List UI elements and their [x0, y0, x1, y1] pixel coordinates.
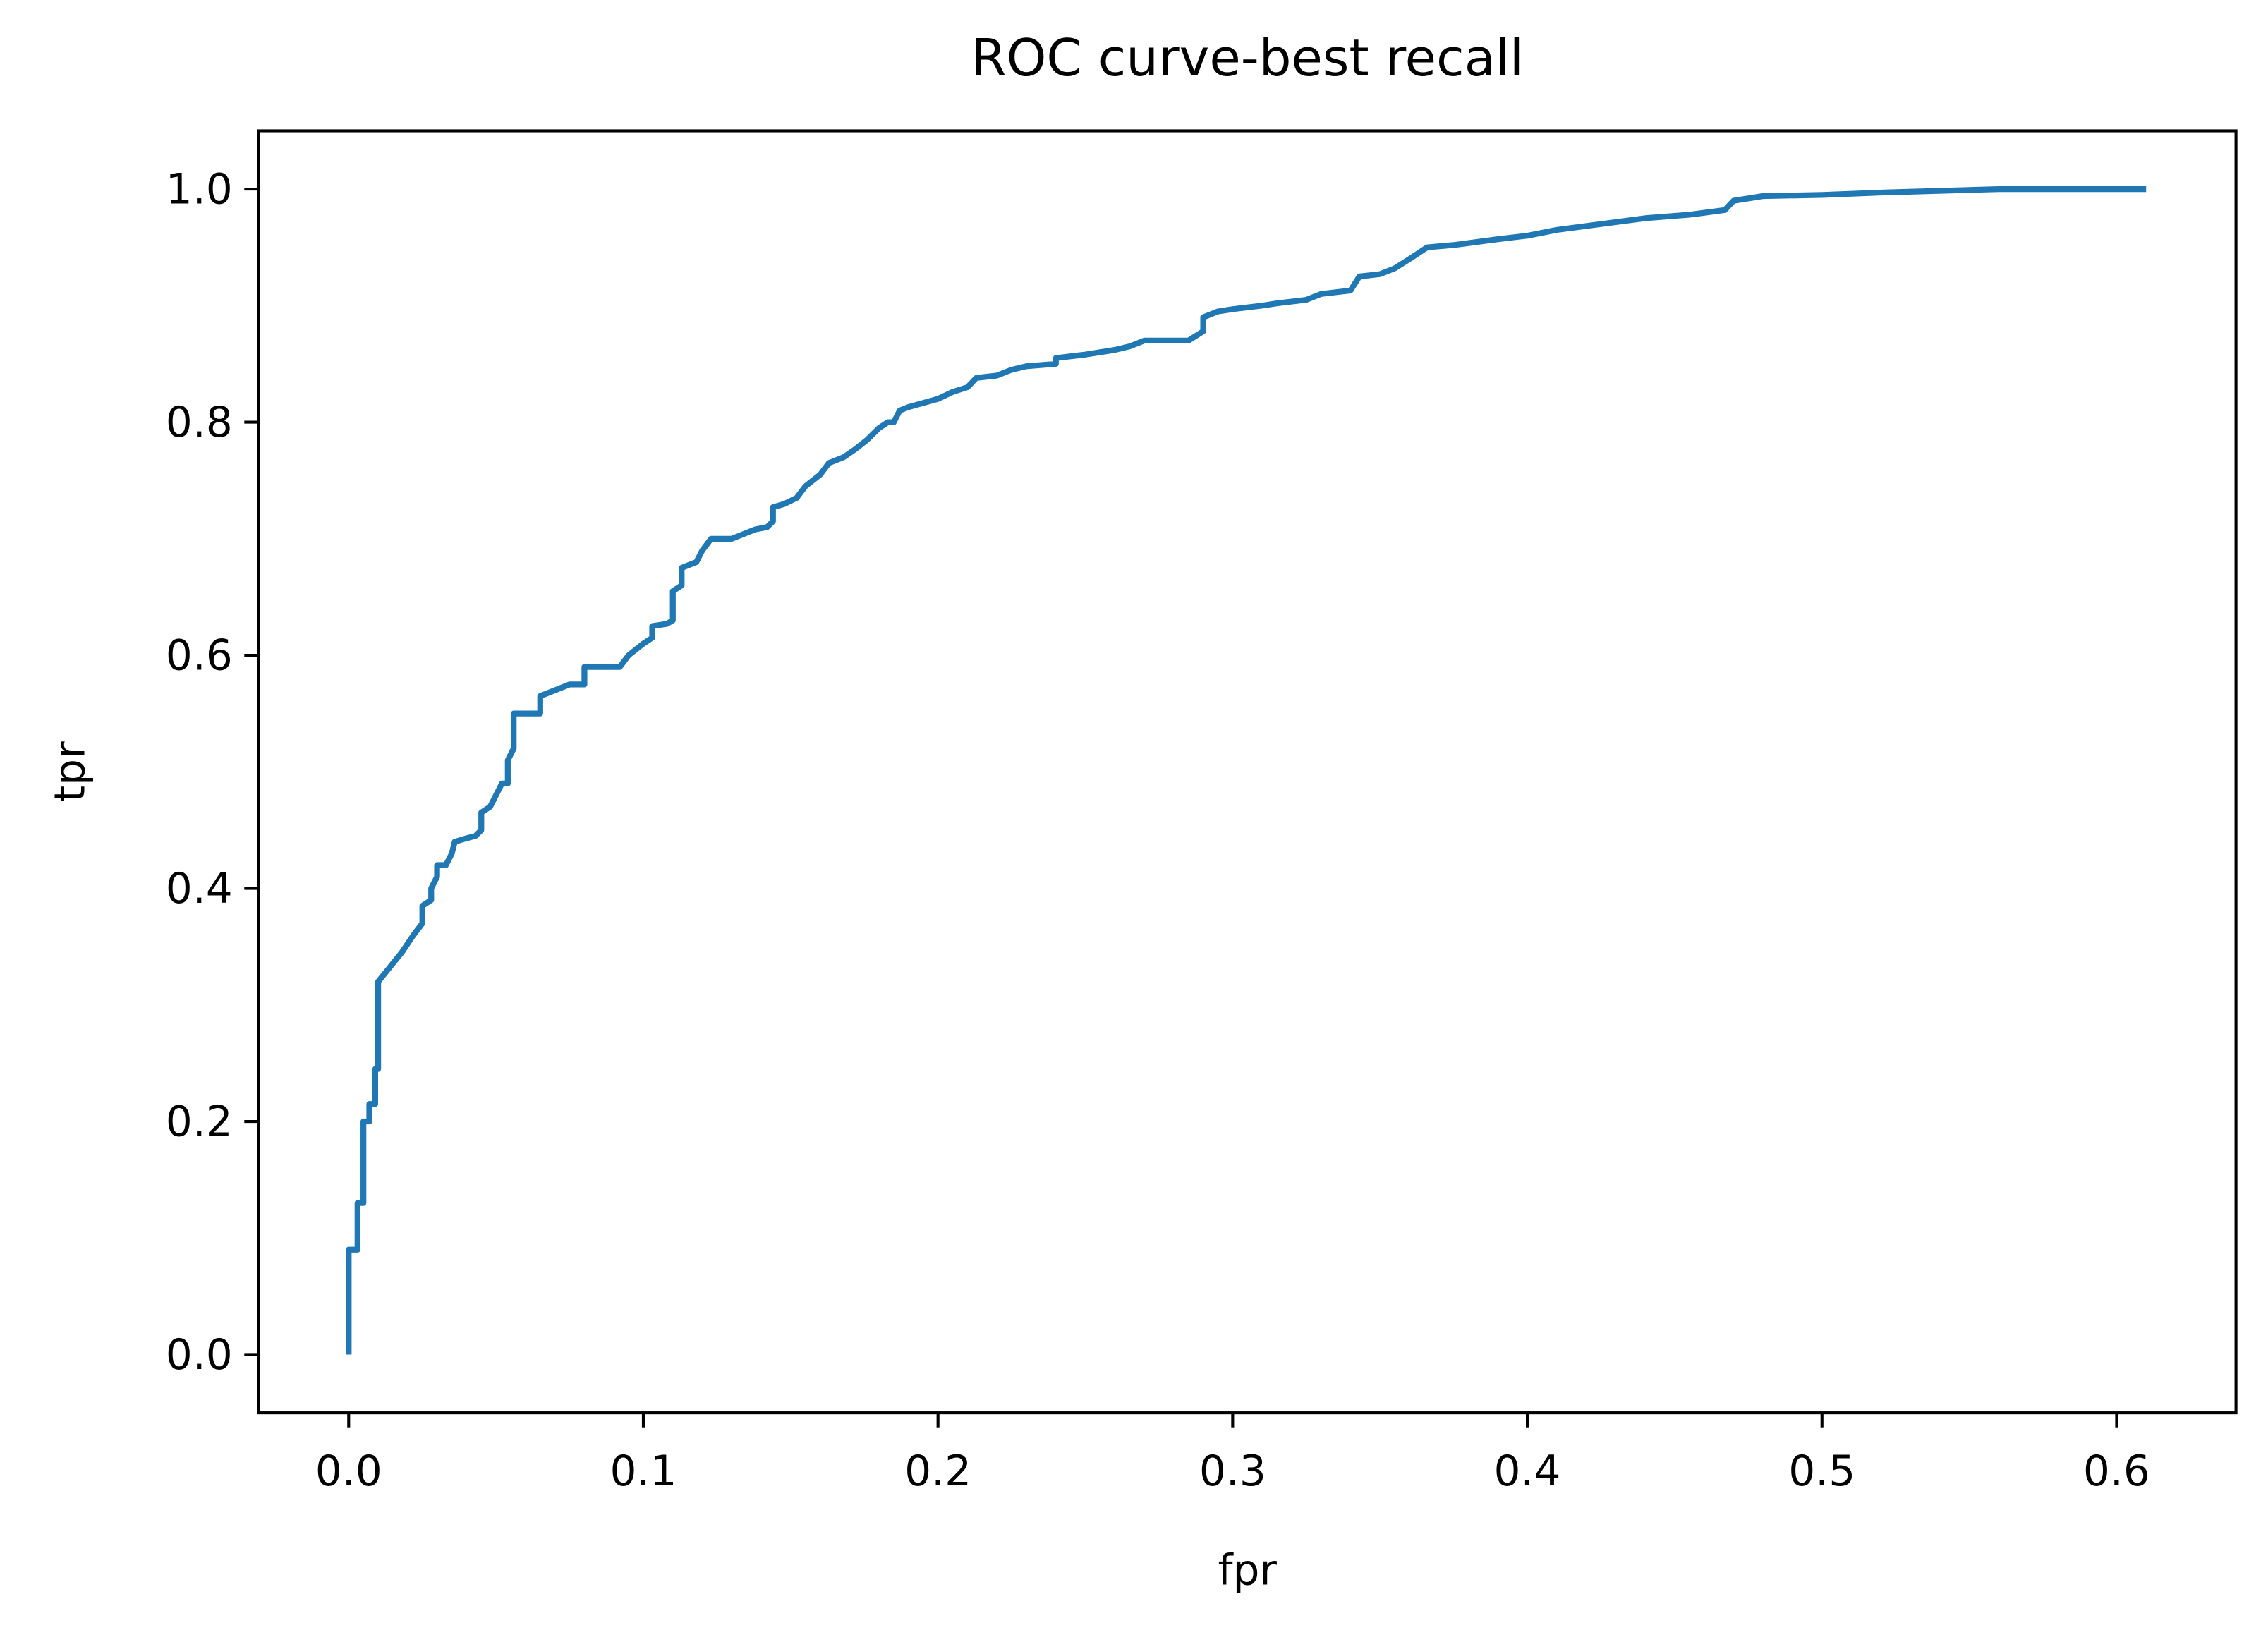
y-tick-label: 0.0 [166, 1331, 233, 1380]
y-axis-label: tpr [47, 741, 95, 802]
y-tick-label: 0.8 [166, 399, 233, 447]
x-tick-label: 0.2 [904, 1447, 971, 1496]
y-tick-label: 0.2 [166, 1098, 233, 1147]
x-tick-label: 0.4 [1494, 1447, 1561, 1496]
x-tick-label: 0.5 [1788, 1447, 1855, 1496]
roc-line [346, 185, 2147, 1355]
chart-title: ROC curve-best recall [971, 29, 1524, 88]
y-tick-label: 0.6 [166, 632, 233, 681]
plot-frame [257, 129, 2238, 1415]
x-tick-label: 0.6 [2083, 1447, 2150, 1496]
x-tick-label: 0.3 [1199, 1447, 1266, 1496]
y-tick-label: 1.0 [166, 166, 233, 214]
y-tick-label: 0.4 [166, 865, 233, 913]
x-tick-label: 0.1 [610, 1447, 677, 1496]
x-axis-label: fpr [1218, 1546, 1277, 1595]
x-tick-label: 0.0 [315, 1447, 382, 1496]
